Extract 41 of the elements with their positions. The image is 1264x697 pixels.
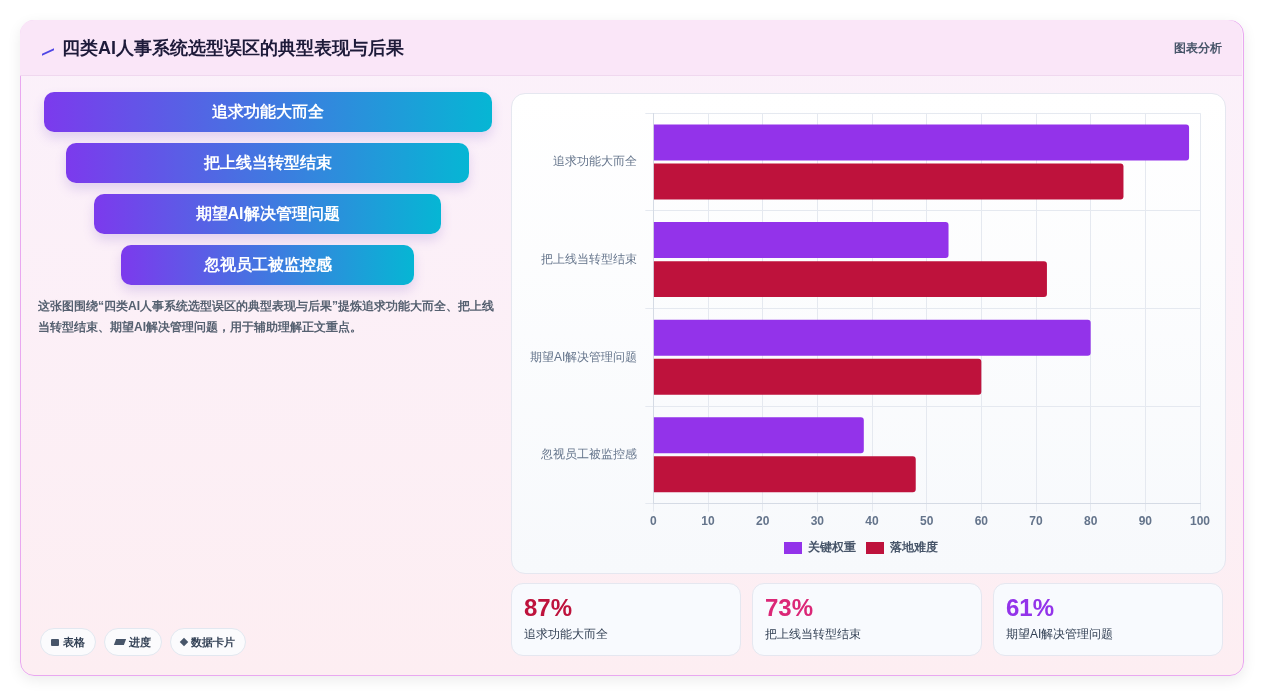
- text: 把上线当转型结束: [765, 626, 862, 643]
- y-tick-label: 期望AI解决管理问题: [529, 349, 638, 364]
- text: 追求功能大而全: [524, 626, 609, 643]
- x-tick-label: 20: [755, 514, 770, 529]
- text: 这张图围绕“四类AI人事系统选型误区的典型表现与后果”提炼追求功能大而全、把上线当转型结束、期望AI解决管理问题，用于辅助理解正文重点。: [38, 298, 495, 336]
- bar: [653, 319, 1091, 356]
- text: 进度: [129, 634, 151, 650]
- text: 数据卡片: [191, 634, 235, 650]
- x-tick-label: 30: [810, 514, 825, 529]
- bar: [653, 124, 1190, 161]
- x-tick-label: 50: [919, 514, 934, 529]
- text: 把上线当转型结束: [66, 143, 469, 183]
- text: 忽视员工被监控感: [121, 245, 414, 285]
- x-tick-label: 40: [865, 514, 879, 529]
- text: 表格: [63, 634, 85, 650]
- legend-label: 落地难度: [889, 540, 938, 555]
- text: 87%: [524, 594, 574, 622]
- text: 期望AI解决管理问题: [94, 194, 441, 234]
- y-tick-label: 忽视员工被监控感: [540, 447, 638, 462]
- x-tick-label: 60: [974, 514, 989, 529]
- x-tick-label: 90: [1138, 514, 1153, 529]
- legend-label: 关键权重: [807, 540, 856, 555]
- text: 期望AI解决管理问题: [1006, 626, 1115, 643]
- text: 四类AI人事系统选型误区的典型表现与后果: [62, 37, 404, 60]
- bar: [653, 222, 949, 259]
- x-tick-label: 10: [701, 514, 715, 529]
- y-tick-label: 追求功能大而全: [553, 154, 638, 169]
- x-tick-label: 70: [1029, 514, 1043, 529]
- x-tick-label: 100: [1189, 514, 1211, 529]
- text: 图表分析: [1174, 40, 1222, 57]
- bar: [653, 417, 864, 454]
- bar: [653, 261, 1047, 298]
- x-tick-label: 0: [649, 514, 657, 529]
- bar: [653, 456, 916, 493]
- text: 73%: [765, 594, 815, 622]
- bar: [653, 358, 982, 395]
- text: 61%: [1006, 594, 1056, 622]
- x-tick-label: 80: [1083, 514, 1098, 529]
- bar: [653, 163, 1124, 200]
- text: 追求功能大而全: [44, 92, 492, 132]
- y-tick-label: 把上线当转型结束: [541, 251, 638, 266]
